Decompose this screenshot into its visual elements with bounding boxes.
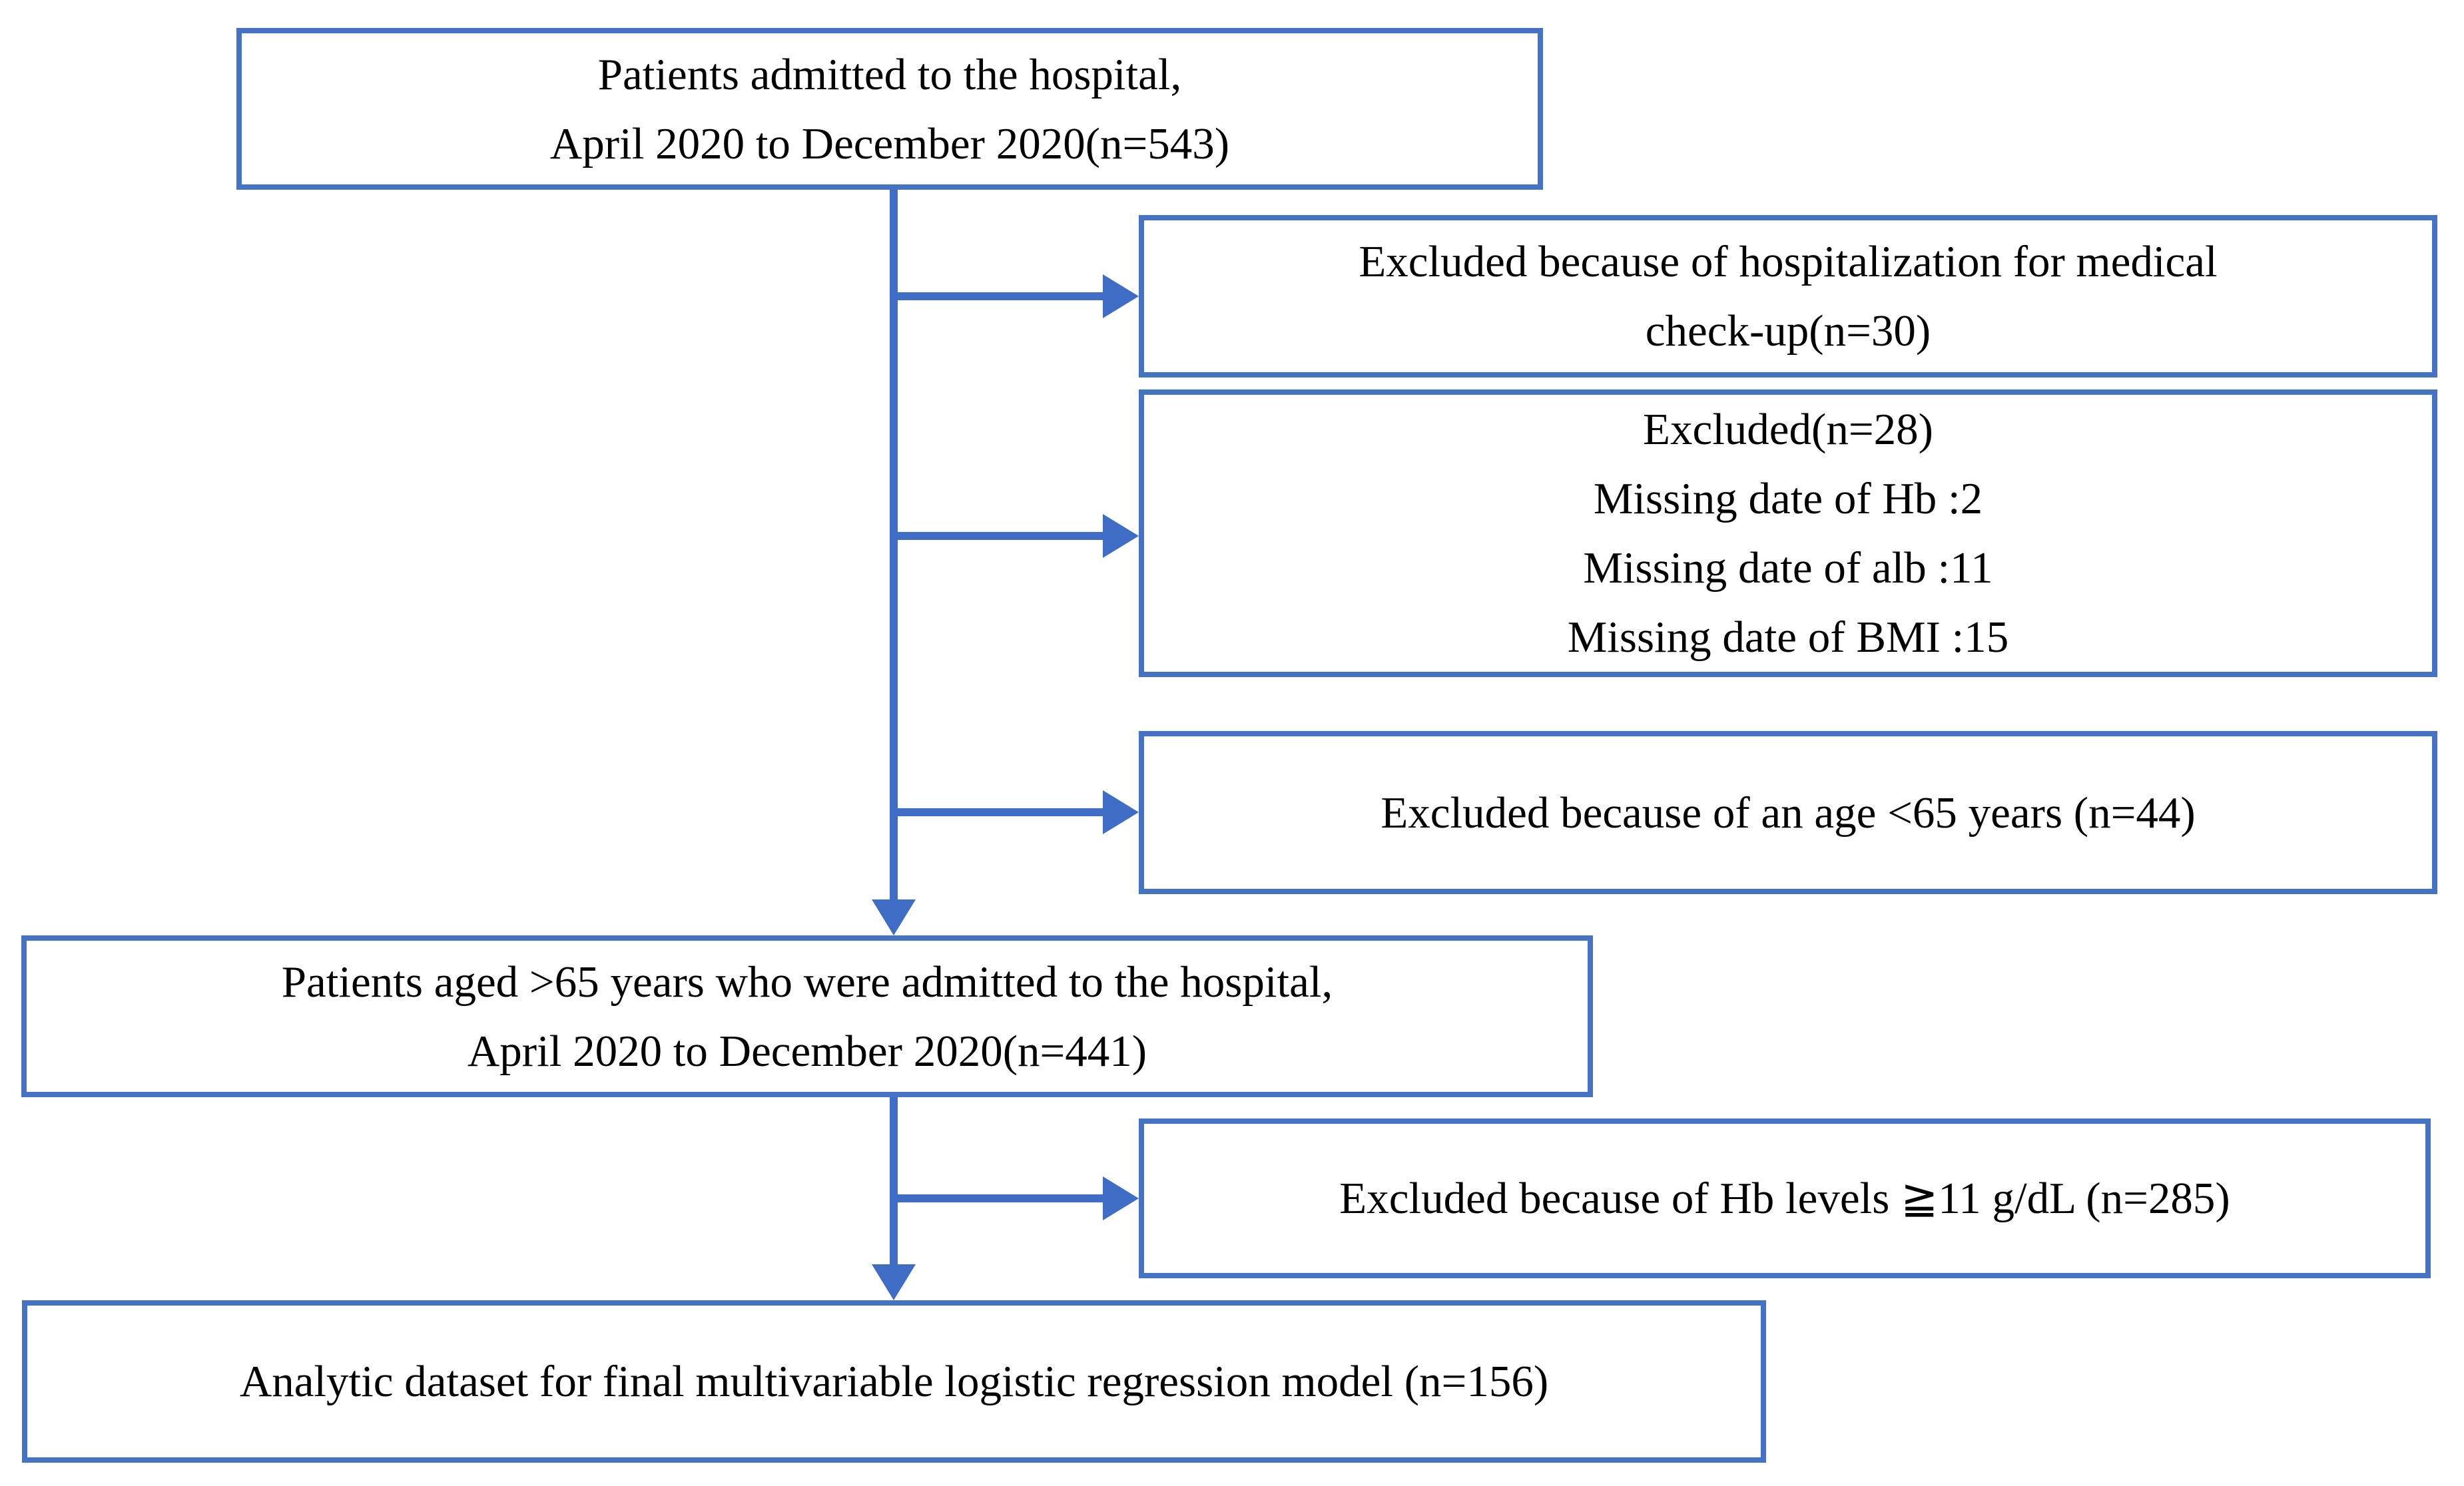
arrowhead-down-into-analytic-box-icon bbox=[872, 1264, 916, 1300]
box-excluded-age: Excluded because of an age <65 years (n=… bbox=[1139, 731, 2437, 894]
arrowhead-into-excluded-checkup-icon bbox=[1103, 274, 1139, 318]
box-excluded-missing-line4: Missing date of BMI :15 bbox=[1567, 613, 2009, 662]
box-excluded-checkup: Excluded because of hospitalization for … bbox=[1139, 215, 2437, 377]
box-patients-admitted-line2: April 2020 to December 2020(n=543) bbox=[549, 119, 1230, 168]
box-excluded-checkup-line2: check-up(n=30) bbox=[1645, 306, 1931, 356]
box-patients-aged-over65: Patients aged >65 years who were admitte… bbox=[21, 935, 1593, 1097]
box-patients-aged-over65-line1: Patients aged >65 years who were admitte… bbox=[281, 957, 1333, 1007]
connector-to-excluded-missing-line bbox=[890, 532, 1104, 540]
arrowhead-into-excluded-age-icon bbox=[1103, 790, 1139, 834]
box-excluded-age-line1: Excluded because of an age <65 years (n=… bbox=[1381, 788, 2196, 838]
box-patients-admitted: Patients admitted to the hospital, April… bbox=[236, 28, 1543, 190]
connector-to-excluded-checkup-line bbox=[890, 292, 1104, 300]
arrowhead-into-excluded-missing-icon bbox=[1103, 514, 1139, 558]
connector-to-excluded-age-line bbox=[890, 808, 1104, 816]
box-excluded-hb-levels: Excluded because of Hb levels ≧11 g/dL (… bbox=[1139, 1118, 2431, 1278]
box-excluded-missing-line1: Excluded(n=28) bbox=[1643, 405, 1933, 454]
arrowhead-down-into-aged-box-icon bbox=[872, 899, 916, 935]
box-patients-aged-over65-line2: April 2020 to December 2020(n=441) bbox=[467, 1026, 1147, 1076]
box-excluded-missing-line3: Missing date of alb :11 bbox=[1583, 543, 1993, 593]
connector-top-to-aged-line bbox=[890, 190, 898, 901]
box-analytic-dataset: Analytic dataset for final multivariable… bbox=[22, 1300, 1766, 1463]
box-excluded-missing-data: Excluded(n=28) Missing date of Hb :2 Mis… bbox=[1139, 389, 2437, 677]
box-excluded-missing-line2: Missing date of Hb :2 bbox=[1593, 474, 1983, 523]
box-patients-admitted-line1: Patients admitted to the hospital, bbox=[597, 49, 1182, 99]
arrowhead-into-excluded-hb-icon bbox=[1103, 1176, 1139, 1220]
connector-to-excluded-hb-line bbox=[890, 1194, 1104, 1202]
box-excluded-hb-levels-line1: Excluded because of Hb levels ≧11 g/dL (… bbox=[1339, 1174, 2230, 1223]
connector-aged-to-analytic-line bbox=[890, 1097, 898, 1264]
box-analytic-dataset-line1: Analytic dataset for final multivariable… bbox=[239, 1357, 1549, 1406]
box-excluded-checkup-line1: Excluded because of hospitalization for … bbox=[1359, 237, 2218, 286]
